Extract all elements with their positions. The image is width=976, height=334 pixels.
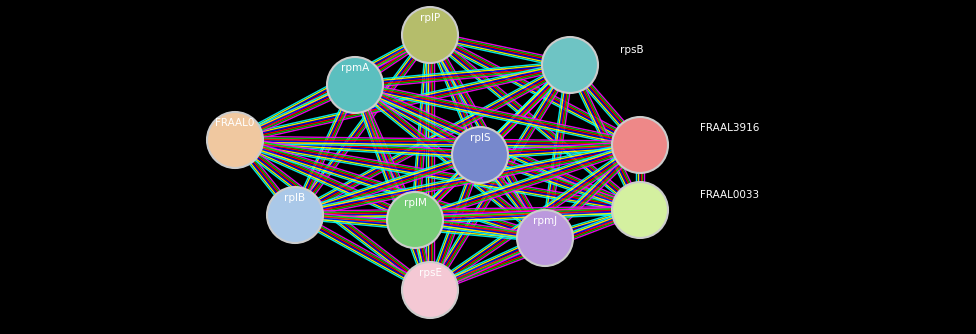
Text: FRAAL0: FRAAL0 <box>216 118 255 128</box>
Circle shape <box>452 127 508 183</box>
Text: rpsB: rpsB <box>620 45 643 55</box>
Circle shape <box>517 210 573 266</box>
Circle shape <box>387 192 443 248</box>
Circle shape <box>267 187 323 243</box>
Circle shape <box>327 57 383 113</box>
Text: rplB: rplB <box>284 193 305 203</box>
Text: rpmJ: rpmJ <box>533 216 557 226</box>
Circle shape <box>402 262 458 318</box>
Text: FRAAL0033: FRAAL0033 <box>700 190 759 200</box>
Text: rpsE: rpsE <box>419 268 441 278</box>
Text: rplM: rplM <box>403 198 427 208</box>
Text: rpmA: rpmA <box>341 63 369 73</box>
Circle shape <box>612 182 668 238</box>
Circle shape <box>612 117 668 173</box>
Circle shape <box>542 37 598 93</box>
Circle shape <box>402 7 458 63</box>
Text: rplP: rplP <box>420 13 440 23</box>
Text: rplS: rplS <box>469 133 490 143</box>
Circle shape <box>207 112 263 168</box>
Text: FRAAL3916: FRAAL3916 <box>700 123 759 133</box>
